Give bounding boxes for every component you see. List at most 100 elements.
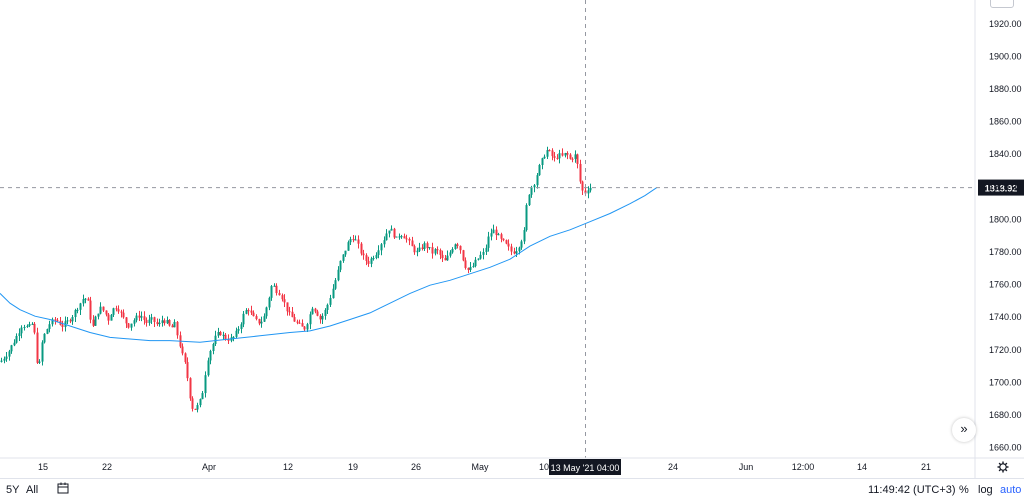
candle-body <box>474 259 477 267</box>
candle-body <box>110 314 113 321</box>
crosshair: 1818.92 13 May '21 04:00 <box>0 0 1024 475</box>
current-price-label-bg <box>978 179 1024 196</box>
candle-body <box>548 150 551 152</box>
candle-body <box>556 157 559 159</box>
range-5y-button[interactable]: 5Y <box>6 484 20 496</box>
candle-body <box>240 324 243 329</box>
candle-body <box>97 313 100 317</box>
candle-body <box>388 230 391 234</box>
candle-body <box>286 302 289 312</box>
candle-body <box>579 163 582 182</box>
candle-body <box>324 309 327 316</box>
candle-body <box>566 153 569 155</box>
candle-body <box>337 269 340 281</box>
candle-body <box>120 311 123 313</box>
candle-body <box>502 238 505 241</box>
candle-body <box>487 236 490 248</box>
candle-body <box>232 336 235 338</box>
candle-body <box>102 306 105 311</box>
candle-body <box>492 229 495 234</box>
candle-body <box>543 156 546 159</box>
log-toggle[interactable]: log <box>978 484 993 496</box>
candle-body <box>260 321 263 324</box>
candle-body <box>482 251 485 255</box>
price-tick-label: 1780.00 <box>989 247 1022 257</box>
candle-body <box>589 187 592 191</box>
candle-body <box>342 254 345 261</box>
candle-body <box>161 320 164 323</box>
candle-body <box>316 311 319 316</box>
candle-body <box>36 332 39 363</box>
candle-body <box>553 156 556 158</box>
candle-body <box>199 399 202 406</box>
range-all-button[interactable]: All <box>26 484 39 496</box>
candle-body <box>416 250 419 253</box>
candle-body <box>224 334 227 340</box>
candle-body <box>533 185 536 188</box>
candle-body <box>127 323 130 328</box>
candle-body <box>411 240 414 247</box>
candle-body <box>439 250 442 255</box>
candle-body <box>454 244 457 250</box>
candle-body <box>252 312 255 317</box>
candle-body <box>546 150 549 157</box>
candle-body <box>43 333 46 343</box>
auto-toggle[interactable]: auto <box>1000 484 1022 496</box>
candle-body <box>186 362 189 379</box>
candle-body <box>191 398 194 409</box>
candle-body <box>332 288 335 299</box>
candle-body <box>339 260 342 270</box>
candle-body <box>398 236 401 238</box>
candle-body <box>497 234 500 236</box>
candle-body <box>115 308 118 310</box>
candle-body <box>385 233 388 241</box>
candle-body <box>311 308 314 315</box>
candle-body <box>306 324 309 330</box>
candle-body <box>219 332 222 336</box>
candle-body <box>564 153 567 156</box>
candle-body <box>5 356 8 359</box>
candle-body <box>263 316 266 322</box>
candle-body <box>319 315 322 320</box>
candle-body <box>148 319 151 323</box>
time-tick-label: May <box>471 462 489 472</box>
scroll-to-realtime-button[interactable]: » <box>952 418 976 442</box>
candle-body <box>352 239 355 241</box>
price-tick-label: 1900.00 <box>989 51 1022 61</box>
settings-gear-icon[interactable] <box>997 461 1009 473</box>
candle-body <box>309 314 312 325</box>
candle-body <box>431 247 434 254</box>
candle-body <box>515 251 518 254</box>
candlestick-series <box>0 146 592 413</box>
candle-body <box>528 194 531 206</box>
candle-body <box>459 245 462 251</box>
candle-body <box>117 309 120 312</box>
candle-body <box>8 351 11 357</box>
candle-body <box>584 190 587 194</box>
price-tick-label: 1820.00 <box>989 182 1022 192</box>
candle-body <box>357 239 360 244</box>
candle-body <box>46 329 49 334</box>
candle-body <box>574 154 577 159</box>
candle-body <box>413 246 416 253</box>
candle-body <box>349 239 352 243</box>
candle-body <box>464 260 467 268</box>
candle-body <box>204 375 207 394</box>
percent-toggle[interactable]: % <box>959 484 969 496</box>
time-tick-label: 15 <box>38 462 48 472</box>
time-axis[interactable]: 15 22 Apr 12 19 26 May 10 24 Jun 12:00 14 21 <box>0 457 1024 473</box>
candle-body <box>326 304 329 310</box>
top-right-control[interactable] <box>990 0 1014 8</box>
candle-body <box>237 328 240 331</box>
candle-body <box>329 298 332 305</box>
candle-body <box>444 258 447 261</box>
time-tick-label: 12 <box>283 462 293 472</box>
candle-body <box>434 249 437 254</box>
candle-body <box>130 323 133 328</box>
price-axis[interactable]: 1660.00 1680.00 1700.00 1720.00 1740.00 1760.… <box>974 0 1022 478</box>
clock-time[interactable]: 11:49:42 (UTC+3) <box>868 484 956 496</box>
candle-body <box>26 325 29 328</box>
candle-body <box>436 249 439 251</box>
calendar-icon[interactable] <box>57 482 69 497</box>
